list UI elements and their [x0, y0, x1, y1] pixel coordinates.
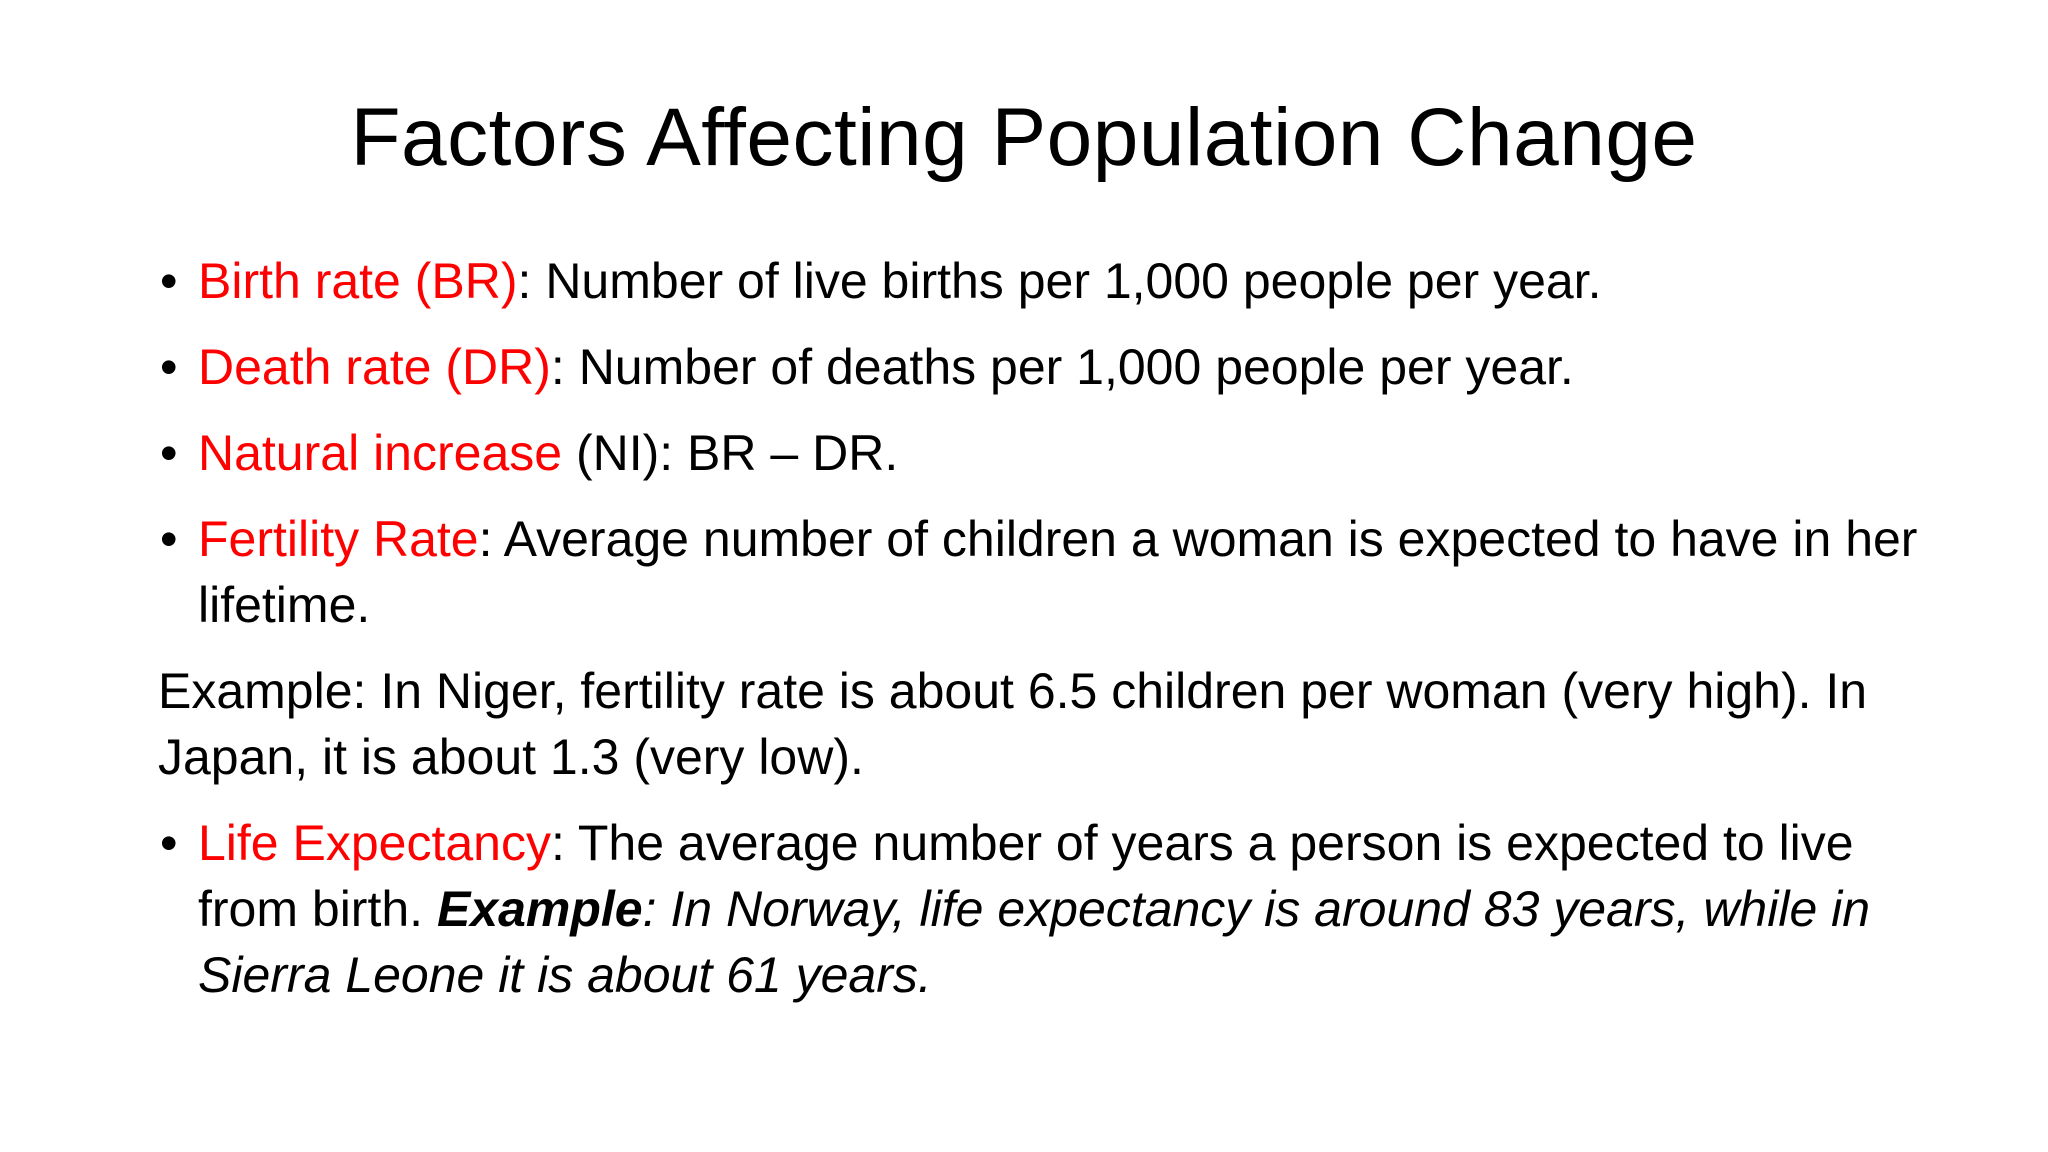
bullet-item-fertility-rate: • Fertility Rate: Average number of chil…: [158, 506, 1918, 638]
life-expectancy-example: : In Norway, life expectancy is around 8…: [198, 881, 1871, 1003]
term-life-expectancy: Life Expectancy: [198, 815, 551, 871]
bullet-icon: •: [160, 339, 178, 395]
bullet-item-death-rate: • Death rate (DR): Number of deaths per …: [158, 334, 1918, 400]
bullet-icon: •: [160, 253, 178, 309]
definition-death-rate: Number of deaths per 1,000 people per ye…: [564, 339, 1574, 395]
fertility-example-paragraph: Example: In Niger, fertility rate is abo…: [158, 663, 1868, 785]
bullet-item-life-expectancy: • Life Expectancy: The average number of…: [158, 810, 1918, 1008]
definition-birth-rate: Number of live births per 1,000 people p…: [531, 253, 1602, 309]
term-separator: :: [550, 339, 565, 395]
definition-life-expectancy: The average number of years a person is …: [198, 815, 1854, 937]
definition-natural-increase: BR – DR.: [673, 425, 899, 481]
term-separator: (NI):: [562, 425, 674, 481]
slide-title: Factors Affecting Population Change: [350, 92, 1698, 183]
bullet-icon: •: [160, 511, 178, 567]
term-separator: :: [517, 253, 532, 309]
definition-fertility-rate: Average number of children a woman is ex…: [198, 511, 1918, 633]
term-separator: :: [550, 815, 565, 871]
term-natural-increase: Natural increase: [198, 425, 563, 481]
bullet-item-birth-rate: • Birth rate (BR): Number of live births…: [158, 248, 1918, 314]
term-fertility-rate: Fertility Rate: [198, 511, 479, 567]
slide-body: • Birth rate (BR): Number of live births…: [158, 248, 1918, 1028]
term-birth-rate: Birth rate (BR): [198, 253, 518, 309]
bullet-item-natural-increase: • Natural increase (NI): BR – DR.: [158, 420, 1918, 486]
example-label: Example: [436, 881, 643, 937]
bullet-icon: •: [160, 815, 178, 871]
bullet-icon: •: [160, 425, 178, 481]
term-separator: :: [478, 511, 493, 567]
term-death-rate: Death rate (DR): [198, 339, 551, 395]
